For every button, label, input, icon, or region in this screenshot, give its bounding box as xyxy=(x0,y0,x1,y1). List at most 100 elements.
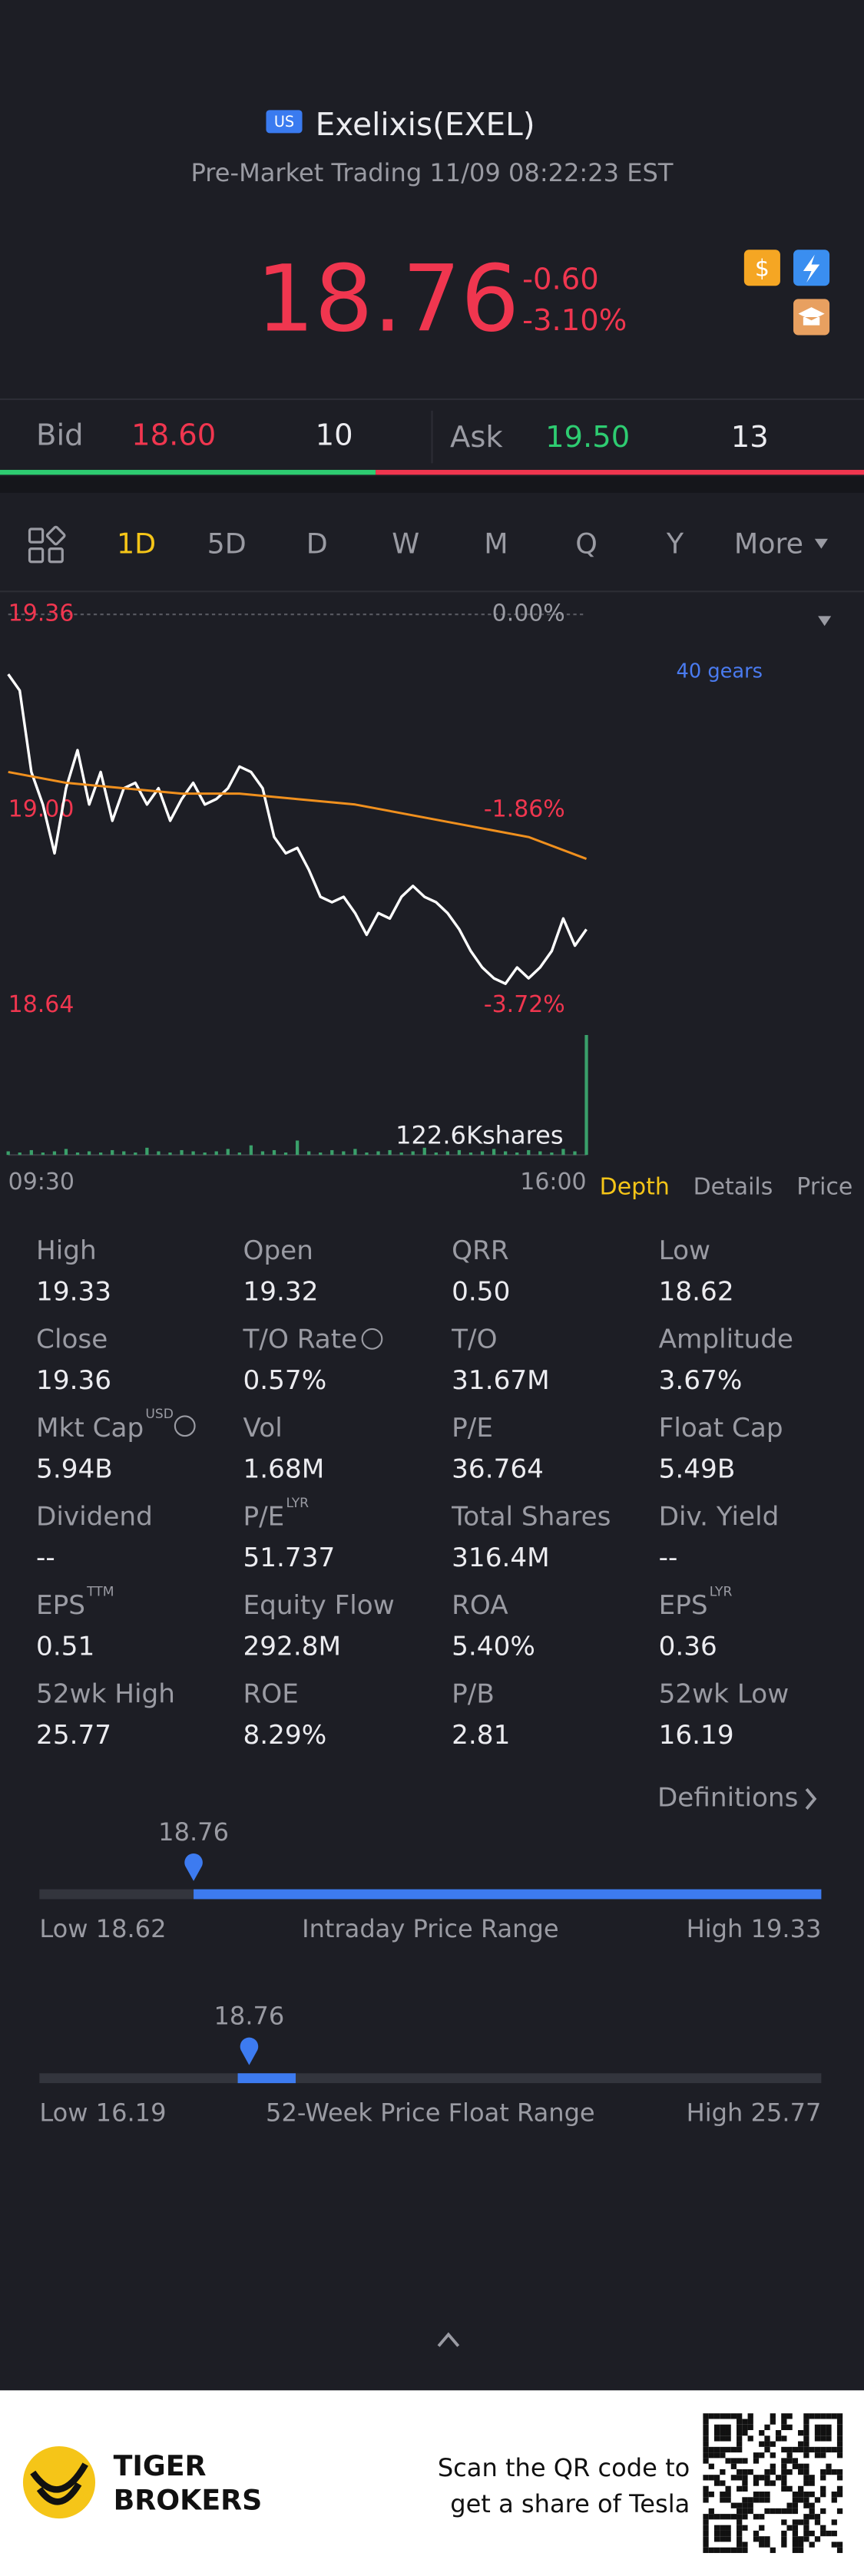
volume-bar xyxy=(272,1149,276,1156)
logo xyxy=(22,2445,96,2519)
qr-module xyxy=(775,2429,782,2436)
layout-icon[interactable] xyxy=(28,525,66,564)
qr-module xyxy=(814,2435,821,2442)
x-tick-label: 09:30 xyxy=(8,1169,74,1195)
period-tab[interactable]: 5D xyxy=(207,527,247,560)
qr-module xyxy=(809,2502,815,2508)
qr-module xyxy=(786,2525,793,2531)
qr-module xyxy=(737,2485,743,2492)
qr-module xyxy=(759,2492,765,2498)
qr-module xyxy=(836,2547,843,2554)
period-tab[interactable]: More xyxy=(734,527,803,560)
stat-value: 0.50 xyxy=(452,1276,510,1307)
qr-module xyxy=(725,2458,731,2464)
qr-module xyxy=(730,2514,737,2520)
stat-label: ROE xyxy=(243,1679,299,1710)
volume-bar xyxy=(122,1151,126,1156)
definitions-link[interactable]: Definitions xyxy=(657,1782,798,1813)
qr-module xyxy=(720,2536,726,2542)
icon-glyph xyxy=(803,254,820,283)
qr-module xyxy=(803,2424,809,2430)
volume-bar xyxy=(307,1151,311,1156)
qr-module xyxy=(737,2469,743,2475)
qr-module xyxy=(713,2547,720,2554)
icon-glyph: $ xyxy=(755,255,770,282)
range-high-value: 19.33 xyxy=(751,1914,822,1943)
qr-module xyxy=(737,2446,743,2453)
qr-module xyxy=(826,2424,832,2430)
qr-module xyxy=(737,2519,743,2525)
qr-module xyxy=(775,2435,782,2442)
qr-module xyxy=(792,2463,799,2469)
qr-module xyxy=(759,2514,765,2520)
period-tab[interactable]: Q xyxy=(575,527,598,560)
qr-module xyxy=(781,2413,787,2419)
qr-module xyxy=(713,2429,720,2436)
qr-module xyxy=(803,2446,809,2453)
chart-tab[interactable]: Price xyxy=(796,1173,852,1200)
qr-module xyxy=(703,2547,709,2554)
chevron[interactable] xyxy=(805,1787,817,1810)
qr-module xyxy=(786,2424,793,2430)
qr-module xyxy=(713,2514,720,2520)
x-tick-label: 16:00 xyxy=(520,1169,586,1195)
qr-module xyxy=(798,2469,804,2475)
dropdown-arrow[interactable] xyxy=(818,616,832,627)
volume-bar xyxy=(388,1149,392,1156)
qr-module xyxy=(708,2463,714,2469)
range-high-text: High xyxy=(687,1914,743,1943)
qr-module xyxy=(792,2536,799,2542)
chart-tab[interactable]: Depth xyxy=(600,1173,670,1200)
stat-value: 292.8M xyxy=(243,1632,341,1662)
stat-value: -- xyxy=(659,1543,678,1573)
qr-module xyxy=(836,2492,843,2498)
volume-bar xyxy=(214,1151,218,1156)
volume-bar xyxy=(411,1151,415,1156)
qr-module xyxy=(759,2525,765,2531)
stat-value: 19.33 xyxy=(36,1276,111,1307)
qr-module xyxy=(764,2480,770,2486)
volume-bar xyxy=(342,1151,346,1156)
qr-module xyxy=(781,2419,787,2425)
chart-tab[interactable]: Details xyxy=(694,1173,773,1200)
qr-module xyxy=(703,2525,709,2531)
qr-module xyxy=(798,2536,804,2542)
volume-bar xyxy=(295,1140,300,1156)
period-tab[interactable]: W xyxy=(392,527,419,560)
stat-label: Mkt Cap xyxy=(36,1413,144,1443)
volume-bar xyxy=(376,1151,380,1156)
period-tab[interactable]: Y xyxy=(666,527,684,560)
qr-module xyxy=(725,2525,731,2531)
qr-module xyxy=(798,2492,804,2498)
qr-module xyxy=(747,2469,753,2475)
stat-value: 16.19 xyxy=(659,1720,734,1751)
stat-label: 52wk Low xyxy=(659,1679,790,1710)
qr-module xyxy=(826,2469,832,2475)
qr-module xyxy=(836,2424,843,2430)
bid-label: Bid xyxy=(36,418,84,453)
qr-module xyxy=(775,2508,782,2515)
qr-module xyxy=(798,2463,804,2469)
period-tab[interactable]: D xyxy=(306,527,328,560)
qr-module xyxy=(764,2508,770,2515)
qr-module xyxy=(781,2435,787,2442)
info-icon[interactable] xyxy=(361,1328,383,1350)
qr-module xyxy=(742,2508,748,2515)
qr-module xyxy=(814,2536,821,2542)
expand-caret[interactable] xyxy=(437,2332,460,2347)
dropdown-arrow[interactable] xyxy=(814,538,828,549)
volume-bar xyxy=(99,1152,103,1156)
qr-module xyxy=(820,2485,826,2492)
period-tab[interactable]: 1D xyxy=(117,527,156,560)
qr-module xyxy=(786,2458,793,2464)
qr-module xyxy=(814,2424,821,2430)
qr-module xyxy=(826,2530,832,2537)
qr-module xyxy=(836,2435,843,2442)
qr-module xyxy=(730,2463,737,2469)
qr-module xyxy=(720,2530,726,2537)
qr-module xyxy=(737,2541,743,2548)
period-tab[interactable]: M xyxy=(484,527,508,560)
stat-label: EPS xyxy=(36,1590,85,1621)
qr-module xyxy=(730,2446,737,2453)
info-icon[interactable] xyxy=(174,1415,196,1437)
